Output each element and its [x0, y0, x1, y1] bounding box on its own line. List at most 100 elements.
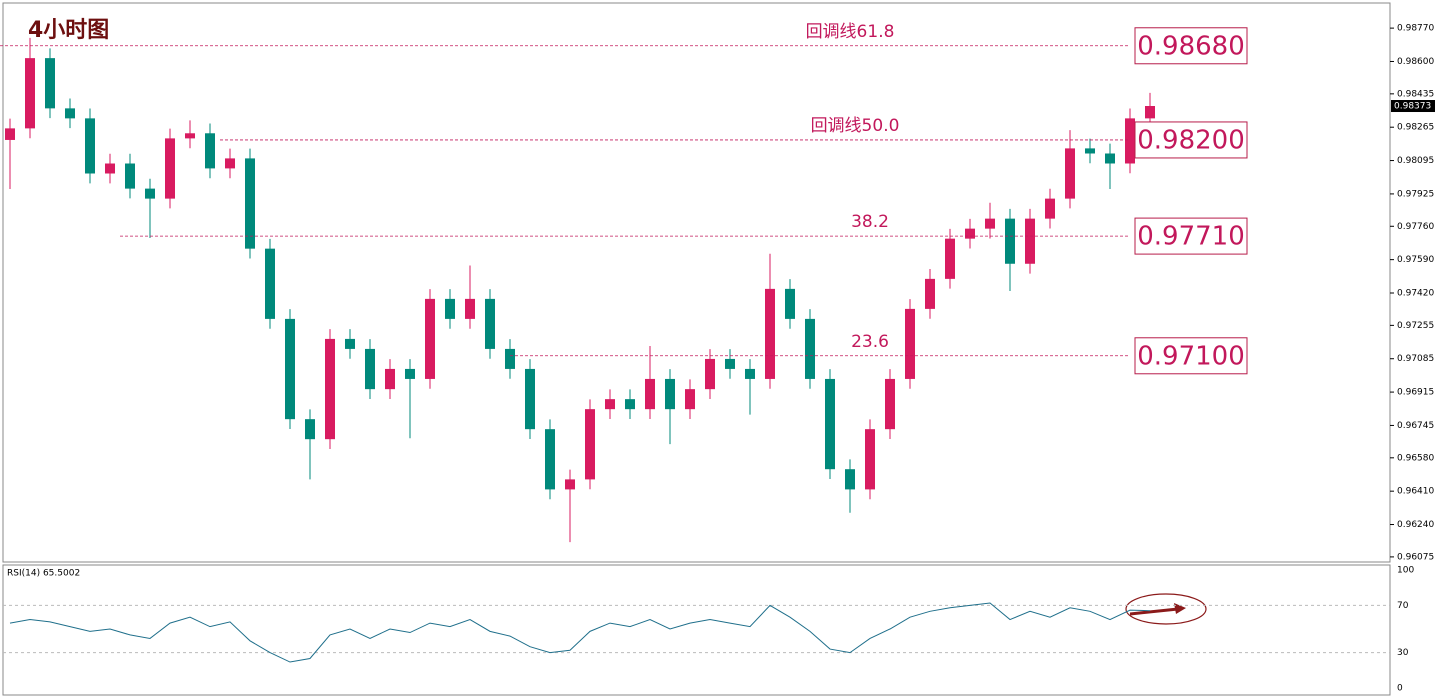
- y-tick-label: 0.96745: [1397, 421, 1434, 431]
- candle-body: [725, 358, 735, 369]
- candle-body: [605, 399, 615, 410]
- candle-body: [1105, 153, 1115, 164]
- candle-body: [25, 58, 35, 129]
- candle-body: [265, 248, 275, 319]
- candle-body: [145, 188, 155, 199]
- y-tick-label: 0.97925: [1397, 189, 1434, 199]
- candle-body: [365, 348, 375, 390]
- candle-body: [1025, 218, 1035, 264]
- y-tick-label: 0.96580: [1397, 453, 1434, 463]
- candle-body: [865, 429, 875, 490]
- candle-body: [65, 108, 75, 119]
- candle-body: [245, 158, 255, 249]
- candle-body: [385, 368, 395, 390]
- candle-body: [325, 338, 335, 440]
- rsi-label: RSI(14) 65.5002: [7, 569, 80, 579]
- current-price: 0.98373: [1394, 102, 1431, 112]
- fib-box: [1134, 121, 1248, 159]
- main-frame: [2, 2, 1391, 563]
- y-tick-label: 0.97085: [1397, 354, 1434, 364]
- rsi-tick-label: 30: [1397, 648, 1409, 658]
- candle-body: [425, 298, 435, 379]
- candle-body: [1145, 106, 1155, 119]
- y-tick-label: 0.96075: [1397, 552, 1434, 562]
- y-tick-label: 0.97760: [1397, 222, 1434, 232]
- rsi-tick-label: 70: [1397, 601, 1409, 611]
- candle-body: [765, 288, 775, 379]
- y-tick-label: 0.98770: [1397, 24, 1434, 34]
- candle-body: [545, 429, 555, 490]
- candle-body: [625, 399, 635, 410]
- candle-body: [205, 133, 215, 169]
- y-tick-label: 0.96410: [1397, 487, 1434, 497]
- fib-value: 0.98680: [1137, 31, 1245, 61]
- candle-body: [885, 378, 895, 430]
- y-tick-label: 0.98095: [1397, 156, 1434, 166]
- candle-body: [305, 419, 315, 440]
- fib-name: 回调线61.8: [806, 22, 895, 42]
- rsi-frame: [2, 564, 1391, 696]
- candle-body: [465, 298, 475, 319]
- candle-body: [665, 378, 675, 410]
- y-tick-label: 0.96915: [1397, 388, 1434, 398]
- rsi-tick-label: 100: [1397, 566, 1414, 576]
- candle-body: [945, 238, 955, 279]
- candle-body: [445, 298, 455, 319]
- candle-body: [45, 58, 55, 109]
- y-tick-label: 0.96240: [1397, 520, 1434, 530]
- fib-value: 0.98200: [1137, 125, 1245, 155]
- candle-body: [105, 163, 115, 174]
- fib-name: 23.6: [851, 332, 889, 352]
- candle-body: [645, 378, 655, 410]
- candle-body: [285, 318, 295, 420]
- candle-body: [985, 218, 995, 229]
- y-tick-label: 0.97590: [1397, 255, 1434, 265]
- highlight-ellipse: [1125, 593, 1207, 625]
- candle-body: [165, 138, 175, 199]
- candle-body: [405, 368, 415, 379]
- candle-body: [1005, 218, 1015, 264]
- candle-body: [565, 479, 575, 490]
- candle-body: [85, 118, 95, 174]
- fib-value: 0.97100: [1137, 341, 1245, 371]
- candle-body: [5, 128, 15, 140]
- candle-body: [125, 163, 135, 189]
- candle-body: [225, 158, 235, 169]
- fib-value: 0.97710: [1137, 222, 1245, 252]
- candle-body: [905, 308, 915, 379]
- candle-body: [705, 358, 715, 390]
- candle-body: [965, 228, 975, 239]
- candle-body: [525, 368, 535, 430]
- candle-body: [785, 288, 795, 319]
- candle-body: [1125, 118, 1135, 164]
- fib-box: [1134, 217, 1248, 255]
- arrow-head: [1174, 603, 1186, 614]
- candle-body: [485, 298, 495, 349]
- fib-box: [1134, 337, 1248, 375]
- y-tick-label: 0.98600: [1397, 57, 1434, 67]
- y-tick-label: 0.97420: [1397, 288, 1434, 298]
- candle-body: [825, 378, 835, 470]
- rsi-tick-label: 0: [1397, 684, 1403, 694]
- candle-body: [805, 318, 815, 379]
- fib-name: 回调线50.0: [811, 116, 900, 136]
- candle-body: [1045, 198, 1055, 219]
- candle-body: [585, 409, 595, 480]
- candle-body: [505, 348, 515, 369]
- y-tick-label: 0.98435: [1397, 89, 1434, 99]
- candle-body: [685, 389, 695, 410]
- candle-body: [185, 133, 195, 139]
- candle-body: [745, 368, 755, 379]
- arrow-shaft: [1129, 607, 1179, 616]
- y-tick-label: 0.98265: [1397, 123, 1434, 133]
- chart-title: 4小时图: [28, 18, 109, 43]
- candle-body: [925, 278, 935, 309]
- candle-body: [845, 469, 855, 490]
- candle-body: [1065, 148, 1075, 199]
- candle-body: [345, 338, 355, 349]
- price-tag: [1391, 100, 1435, 113]
- fib-name: 38.2: [851, 212, 889, 232]
- rsi-line: [9, 602, 1151, 663]
- y-tick-label: 0.97255: [1397, 321, 1434, 331]
